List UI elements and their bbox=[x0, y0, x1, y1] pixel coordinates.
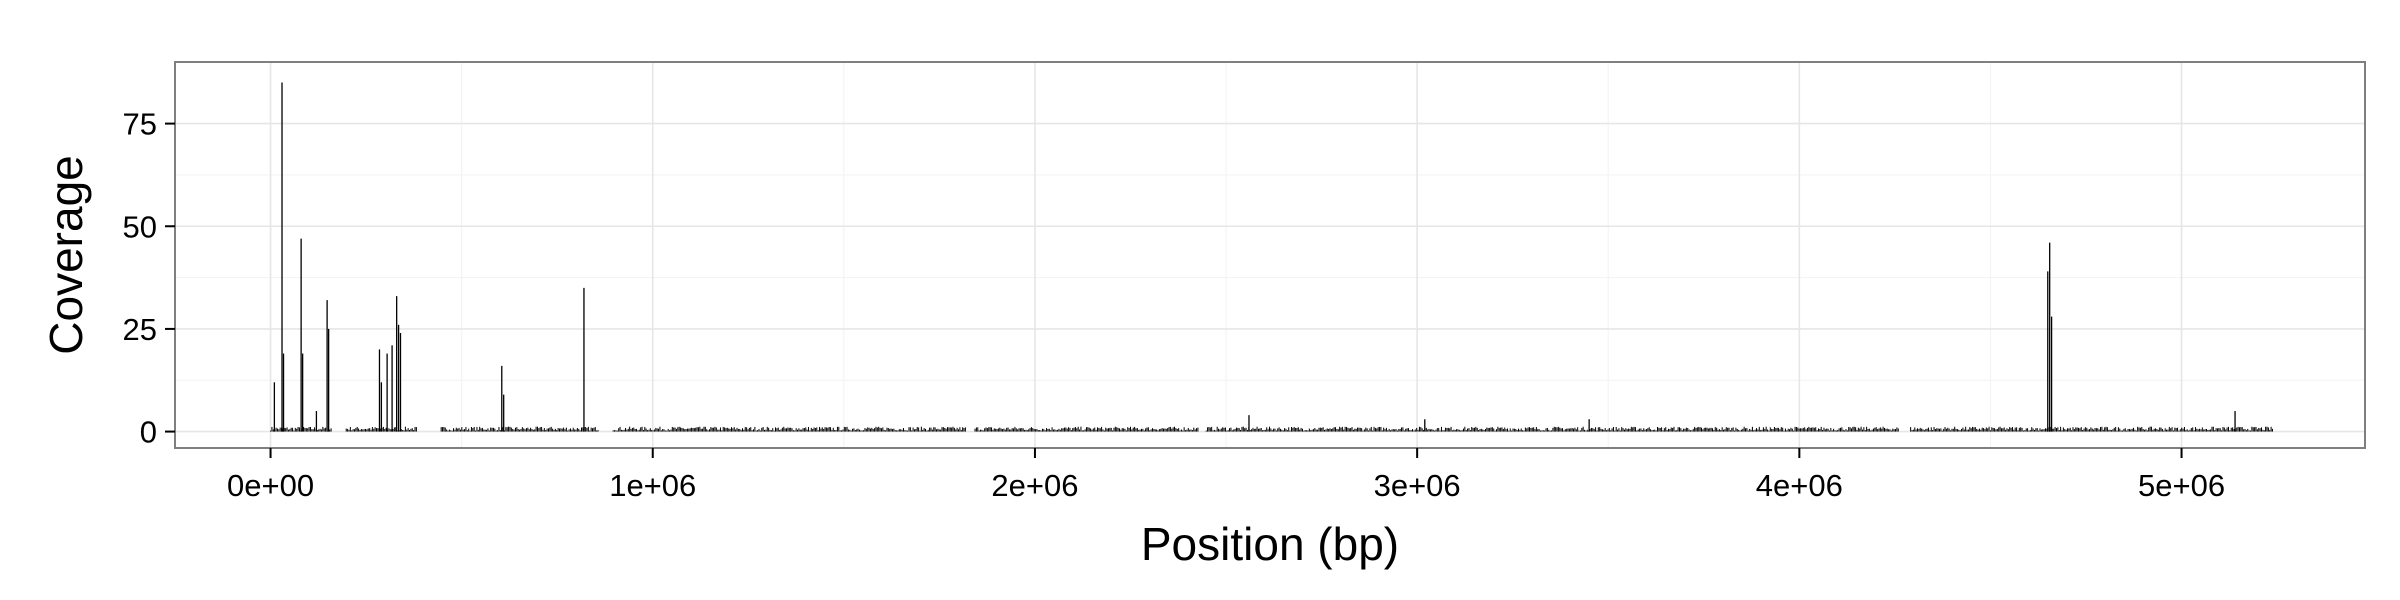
y-tick-label: 25 bbox=[123, 312, 157, 347]
x-tick-label: 1e+06 bbox=[609, 468, 696, 503]
y-tick-label: 75 bbox=[123, 107, 157, 142]
x-tick-label: 5e+06 bbox=[2138, 468, 2225, 503]
coverage-bars bbox=[270, 82, 2274, 432]
x-axis-title: Position (bp) bbox=[1141, 518, 1399, 570]
x-tick-label: 3e+06 bbox=[1374, 468, 1461, 503]
y-tick-label: 50 bbox=[123, 209, 157, 244]
y-axis: 0 25 50 75 bbox=[123, 107, 175, 450]
x-tick-label: 4e+06 bbox=[1756, 468, 1843, 503]
x-tick-label: 0e+00 bbox=[227, 468, 314, 503]
y-tick-label: 0 bbox=[140, 415, 157, 450]
panel-background bbox=[175, 62, 2365, 448]
plot-panel bbox=[174, 61, 2366, 449]
x-axis: 0e+00 1e+06 2e+06 3e+06 4e+06 5e+06 bbox=[227, 448, 2225, 503]
grid-lines bbox=[175, 62, 2365, 448]
x-tick-label: 2e+06 bbox=[991, 468, 1078, 503]
panel-border bbox=[174, 61, 2366, 449]
y-axis-title: Coverage bbox=[40, 155, 92, 354]
